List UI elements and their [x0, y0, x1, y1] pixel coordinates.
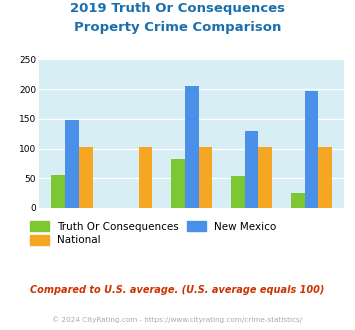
- Bar: [79, 147, 93, 208]
- Text: 2019 Truth Or Consequences: 2019 Truth Or Consequences: [70, 2, 285, 15]
- Bar: [305, 91, 318, 208]
- Bar: [245, 131, 258, 208]
- Bar: [231, 177, 245, 208]
- Bar: [51, 175, 65, 208]
- Bar: [291, 193, 305, 208]
- Text: Compared to U.S. average. (U.S. average equals 100): Compared to U.S. average. (U.S. average …: [30, 285, 325, 295]
- Bar: [171, 159, 185, 208]
- Bar: [65, 120, 79, 208]
- Bar: [185, 86, 198, 208]
- Bar: [139, 147, 153, 208]
- Bar: [318, 147, 332, 208]
- Legend: Truth Or Consequences, National, New Mexico: Truth Or Consequences, National, New Mex…: [30, 221, 277, 246]
- Bar: [198, 147, 212, 208]
- Text: Property Crime Comparison: Property Crime Comparison: [74, 21, 281, 34]
- Bar: [258, 147, 272, 208]
- Text: © 2024 CityRating.com - https://www.cityrating.com/crime-statistics/: © 2024 CityRating.com - https://www.city…: [53, 317, 302, 323]
